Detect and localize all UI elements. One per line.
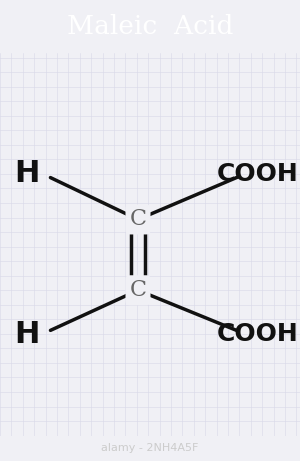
Text: H: H	[14, 320, 40, 349]
Text: H: H	[14, 159, 40, 188]
Text: C: C	[130, 208, 146, 230]
Text: COOH: COOH	[217, 322, 299, 346]
Text: COOH: COOH	[217, 161, 299, 185]
Text: alamy - 2NH4A5F: alamy - 2NH4A5F	[101, 443, 199, 453]
Text: Maleic  Acid: Maleic Acid	[67, 14, 233, 39]
Text: C: C	[130, 279, 146, 301]
